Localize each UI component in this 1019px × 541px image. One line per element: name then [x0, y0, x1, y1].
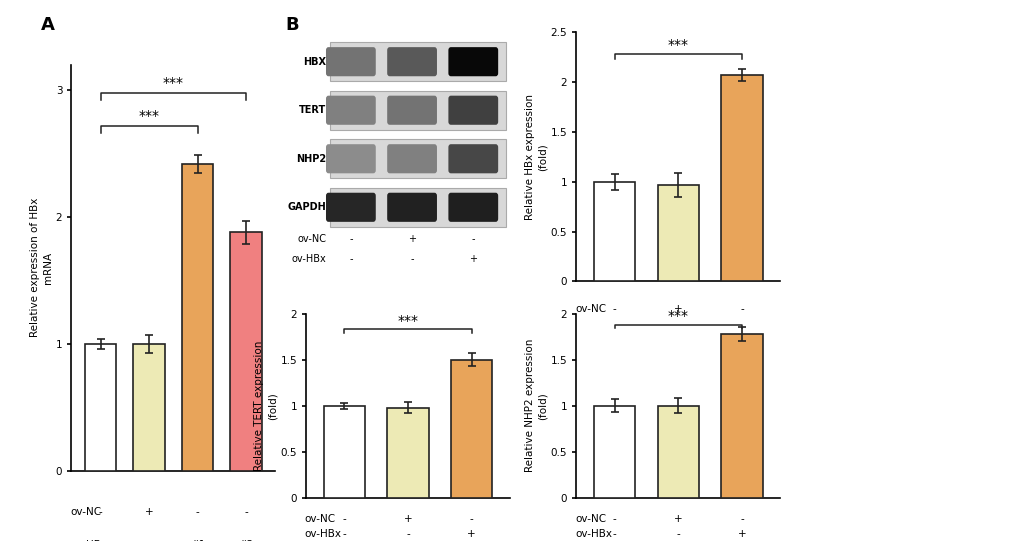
Text: #1: #1: [190, 540, 205, 541]
Text: B: B: [285, 16, 299, 34]
Text: NHP2: NHP2: [296, 154, 326, 164]
FancyBboxPatch shape: [448, 144, 497, 173]
Bar: [720, 75, 762, 281]
Text: -: -: [342, 514, 345, 524]
Text: ov-HBx: ov-HBx: [575, 529, 611, 539]
Text: -: -: [470, 514, 473, 524]
FancyBboxPatch shape: [326, 96, 375, 125]
Text: -: -: [196, 507, 200, 517]
Text: -: -: [676, 324, 680, 334]
Text: ov-HBx: ov-HBx: [575, 324, 611, 334]
Y-axis label: Relative HBx expression
(fold): Relative HBx expression (fold): [524, 94, 547, 220]
Text: -: -: [99, 507, 102, 517]
Text: GAPDH: GAPDH: [287, 202, 326, 212]
Text: HBX: HBX: [303, 57, 326, 67]
Bar: [593, 182, 635, 281]
Text: -: -: [676, 529, 680, 539]
Text: +: +: [737, 529, 746, 539]
Text: ***: ***: [667, 38, 688, 52]
FancyBboxPatch shape: [326, 144, 375, 173]
FancyBboxPatch shape: [326, 47, 375, 76]
Bar: [450, 360, 492, 498]
Text: ***: ***: [397, 314, 418, 328]
Text: +: +: [467, 529, 476, 539]
Text: -: -: [348, 254, 353, 264]
Text: -: -: [612, 514, 615, 524]
Text: #2: #2: [238, 540, 254, 541]
Bar: [330, 140, 505, 178]
Bar: [330, 42, 505, 81]
Text: -: -: [612, 529, 615, 539]
FancyBboxPatch shape: [387, 96, 436, 125]
FancyBboxPatch shape: [448, 47, 497, 76]
Text: ov-NC: ov-NC: [70, 507, 102, 517]
Text: ***: ***: [163, 76, 183, 90]
Text: +: +: [469, 254, 477, 264]
Bar: [330, 188, 505, 227]
Text: -: -: [245, 507, 248, 517]
Bar: [657, 406, 698, 498]
Text: ov-NC: ov-NC: [305, 514, 335, 524]
Text: -: -: [410, 254, 414, 264]
Text: ov-HBx: ov-HBx: [70, 540, 107, 541]
Bar: [720, 334, 762, 498]
Text: TERT: TERT: [299, 105, 326, 115]
Text: -: -: [348, 234, 353, 244]
Text: ov-HBx: ov-HBx: [291, 254, 326, 264]
Bar: [657, 185, 698, 281]
Bar: [330, 91, 505, 129]
Y-axis label: Relative TERT expression
(fold): Relative TERT expression (fold): [254, 341, 277, 471]
Text: -: -: [471, 234, 475, 244]
Text: +: +: [404, 514, 412, 524]
Text: +: +: [737, 324, 746, 334]
Text: -: -: [147, 540, 151, 541]
Bar: [593, 406, 635, 498]
Text: +: +: [408, 234, 416, 244]
Text: -: -: [99, 540, 102, 541]
Y-axis label: Relative expression of HBx
mRNA: Relative expression of HBx mRNA: [30, 198, 53, 338]
Text: -: -: [342, 529, 345, 539]
FancyBboxPatch shape: [448, 193, 497, 222]
FancyBboxPatch shape: [387, 144, 436, 173]
FancyBboxPatch shape: [326, 193, 375, 222]
Text: -: -: [612, 324, 615, 334]
Text: -: -: [740, 514, 743, 524]
Text: ov-NC: ov-NC: [298, 234, 326, 244]
FancyBboxPatch shape: [387, 193, 436, 222]
FancyBboxPatch shape: [448, 96, 497, 125]
Bar: [85, 344, 116, 471]
Y-axis label: Relative NHP2 expression
(fold): Relative NHP2 expression (fold): [524, 339, 547, 472]
Text: ***: ***: [139, 109, 159, 123]
Text: ov-HBx: ov-HBx: [305, 529, 341, 539]
Bar: [323, 406, 365, 498]
Text: -: -: [612, 304, 615, 314]
Text: A: A: [41, 16, 55, 34]
Text: +: +: [674, 304, 682, 314]
Text: ***: ***: [667, 309, 688, 324]
Text: ov-NC: ov-NC: [575, 304, 605, 314]
Bar: [230, 232, 262, 471]
FancyBboxPatch shape: [387, 47, 436, 76]
Text: -: -: [740, 304, 743, 314]
Text: -: -: [406, 529, 410, 539]
Text: +: +: [145, 507, 153, 517]
Bar: [181, 164, 213, 471]
Bar: [387, 407, 428, 498]
Bar: [133, 344, 165, 471]
Text: +: +: [674, 514, 682, 524]
Text: ov-NC: ov-NC: [575, 514, 605, 524]
